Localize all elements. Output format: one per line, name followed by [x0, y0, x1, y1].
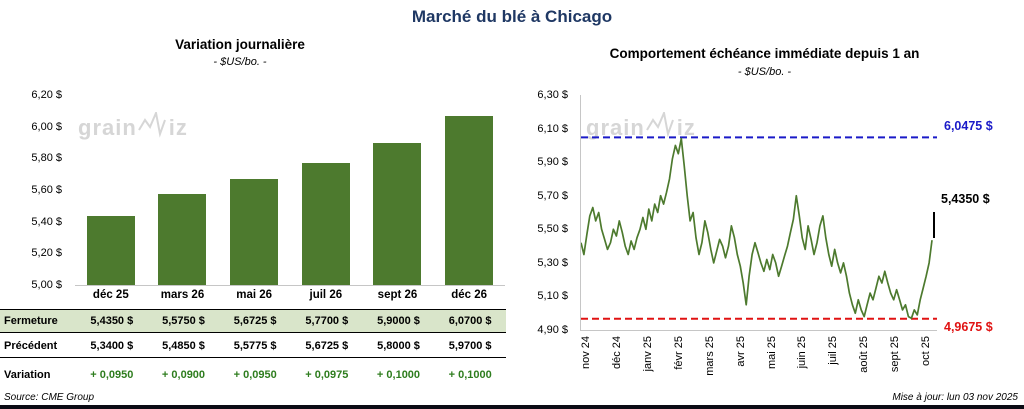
y-axis-tick-label: 4,90 $ — [537, 324, 568, 336]
watermark-text: grain — [586, 115, 645, 140]
row-label: Fermeture — [4, 315, 58, 327]
x-axis-tick-label: oct 25 — [920, 336, 932, 366]
bar-chart-title: Variation journalière — [175, 37, 305, 52]
watermark-text: iz — [676, 115, 696, 140]
y-axis-tick-label: 6,20 $ — [31, 89, 62, 101]
line-chart-x-axis: nov 24 déc 24 janv 25 févr 25 mars 25 avr 25 m… — [580, 336, 936, 390]
low-threshold-label: 4,9675 $ — [944, 320, 993, 334]
line-chart-subtitle: - $US/bo. - — [737, 66, 792, 78]
bar-déc 25 — [86, 216, 135, 285]
bar-chart-categories: déc 25 mars 26 mai 26 juil 26 sept 26 déc 26 — [75, 289, 505, 301]
category-label: déc 25 — [92, 289, 129, 301]
watermark-w-icon — [645, 109, 676, 144]
y-axis-tick-label: 6,00 $ — [31, 120, 62, 133]
bar-déc 26 — [445, 115, 494, 285]
table-cell: 5,8000 $ — [377, 339, 420, 352]
bar-mars 26 — [158, 194, 207, 285]
bar-sept 26 — [373, 142, 422, 285]
table-cell: + 0,0975 — [305, 369, 349, 381]
table-cell: 6,0700 $ — [448, 315, 492, 327]
source-note: Source: CME Group — [4, 392, 95, 403]
table-cell: 5,5775 $ — [233, 339, 277, 352]
x-axis-tick-label: sept 25 — [889, 336, 902, 373]
bar-juil 26 — [301, 163, 350, 285]
grainwiz-watermark: grain iz — [78, 109, 188, 144]
table-cell: + 0,0900 — [161, 369, 206, 381]
table-cell: + 0,1000 — [376, 369, 421, 381]
price-series-line — [580, 137, 933, 320]
updated-note: Mise à jour: lun 03 nov 2025 — [892, 392, 1018, 403]
table-cell: 5,5750 $ — [162, 315, 205, 327]
category-label: sept 26 — [377, 289, 418, 301]
x-axis-tick-label: août 25 — [858, 336, 871, 373]
y-axis-tick-label: 5,00 $ — [31, 279, 62, 291]
x-axis-tick-label: févr 25 — [672, 336, 685, 370]
table-row-precedent: Précédent 5,3400 $ 5,4850 $ 5,5775 $ 5,6725 … — [0, 334, 506, 358]
y-axis-tick-label: 5,40 $ — [31, 215, 62, 228]
row-label: Précédent — [4, 339, 58, 352]
x-axis-tick-label: mars 25 — [703, 336, 716, 376]
bar-chart-y-axis: 6,20 $ 6,00 $ 5,80 $ 5,60 $ 5,40 $ 5,20 $ 5,00… — [0, 89, 68, 291]
row-label: Variation — [4, 369, 51, 381]
x-axis-tick-label: juil 25 — [827, 336, 840, 365]
table-cell: 5,6725 $ — [233, 315, 277, 327]
table-cell: 5,9000 $ — [377, 315, 420, 327]
category-label: juil 26 — [309, 289, 343, 301]
line-chart-title: Comportement échéance immédiate depuis 1… — [609, 46, 920, 61]
table-cell: 5,4850 $ — [162, 339, 205, 352]
x-axis-tick-label: avr 25 — [734, 336, 747, 367]
table-cell: + 0,0950 — [233, 369, 277, 381]
bar-chart-plot — [75, 95, 505, 286]
y-axis-tick-label: 6,10 $ — [537, 122, 568, 135]
y-axis-tick-label: 5,60 $ — [31, 184, 62, 196]
x-axis-tick-label: juin 25 — [796, 336, 809, 369]
bar-chart-subtitle: - $US/bo. - — [213, 56, 267, 68]
table-cell: 5,9700 $ — [448, 339, 492, 352]
table-cell: 5,4350 $ — [90, 315, 134, 327]
x-axis-tick-label: mai 25 — [765, 336, 778, 370]
table-cell: + 0,1000 — [448, 369, 492, 381]
y-axis-tick-label: 5,50 $ — [537, 223, 568, 236]
y-axis-tick-label: 5,20 $ — [31, 247, 62, 260]
x-axis-tick-label: déc 24 — [610, 336, 623, 370]
price-line-chart — [580, 136, 937, 320]
bottom-border-bar — [0, 405, 1024, 409]
y-axis-tick-label: 5,30 $ — [537, 256, 568, 269]
table-cell: 5,6725 $ — [305, 339, 349, 352]
line-chart-plot — [580, 95, 937, 331]
bar-mai 26 — [230, 178, 279, 285]
x-axis-tick-label: janv 25 — [641, 336, 654, 372]
last-price-pointer-line — [933, 212, 935, 238]
y-axis-tick-label: 6,30 $ — [537, 89, 568, 101]
category-label: mai 26 — [236, 289, 273, 301]
category-label: déc 26 — [451, 289, 488, 301]
high-threshold-label: 6,0475 $ — [944, 119, 993, 133]
line-chart-y-axis: 6,30 $ 6,10 $ 5,90 $ 5,70 $ 5,50 $ 5,30 $ 5,10… — [512, 89, 574, 336]
y-axis-tick-label: 5,80 $ — [31, 152, 62, 165]
watermark-text: iz — [168, 115, 188, 140]
table-cell: 5,3400 $ — [90, 339, 134, 352]
table-cell: + 0,0950 — [90, 369, 134, 381]
x-axis-tick-label: nov 24 — [580, 336, 592, 370]
table-cell: 5,7700 $ — [305, 315, 349, 327]
page-title: Marché du blé à Chicago — [411, 7, 613, 26]
table-row-variation: Variation + 0,0950 + 0,0900 + 0,0950 + 0,097… — [0, 363, 506, 387]
table-row-fermeture: Fermeture 5,4350 $ 5,5750 $ 5,6725 $ 5,7700 … — [0, 309, 506, 333]
watermark-w-icon — [137, 109, 168, 144]
watermark-text: grain — [78, 115, 137, 140]
y-axis-tick-label: 5,10 $ — [537, 290, 568, 303]
grainwiz-watermark: grain iz — [586, 109, 696, 144]
category-label: mars 26 — [160, 289, 205, 301]
last-price-label: 5,4350 $ — [941, 192, 990, 206]
y-axis-tick-label: 5,90 $ — [537, 156, 568, 169]
y-axis-tick-label: 5,70 $ — [537, 189, 568, 202]
